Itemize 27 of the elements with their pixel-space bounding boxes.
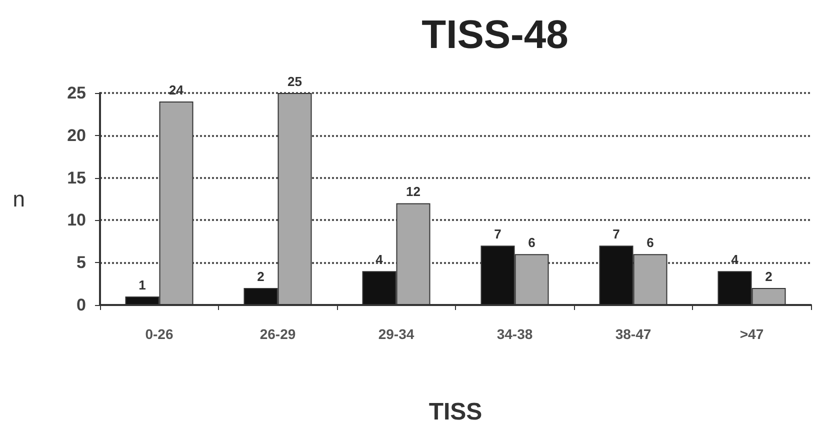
- data-label: 12: [406, 184, 420, 200]
- y-tick-label: 0: [76, 296, 86, 314]
- chart-title: TISS-48: [422, 13, 568, 57]
- x-axis-title: TISS: [428, 398, 482, 426]
- x-tick-label: 38-47: [615, 326, 652, 342]
- data-label: 1: [138, 278, 146, 293]
- data-label: 7: [494, 226, 502, 242]
- y-tick-label: 25: [67, 84, 86, 102]
- x-tick-label: 29-34: [378, 326, 414, 342]
- data-label: 4: [731, 252, 740, 268]
- data-label: 25: [288, 74, 302, 89]
- data-label: 6: [528, 235, 536, 250]
- data-label: 6: [646, 235, 654, 250]
- x-tick-label: >47: [740, 326, 764, 342]
- x-tick-label: 26-29: [260, 326, 296, 342]
- y-tick-label: 5: [76, 253, 86, 272]
- data-label: 2: [765, 269, 772, 284]
- data-label: 2: [257, 269, 264, 284]
- x-tick-label: 34-38: [496, 326, 533, 342]
- y-axis-title: n: [12, 186, 25, 212]
- y-tick-label: 15: [67, 168, 86, 188]
- x-tick-label: 0-26: [145, 326, 174, 342]
- data-label: 7: [612, 226, 620, 242]
- y-tick-label: 10: [67, 210, 86, 230]
- data-label: 4: [376, 252, 384, 268]
- data-label: 24: [169, 82, 184, 98]
- y-tick-label: 20: [67, 126, 86, 145]
